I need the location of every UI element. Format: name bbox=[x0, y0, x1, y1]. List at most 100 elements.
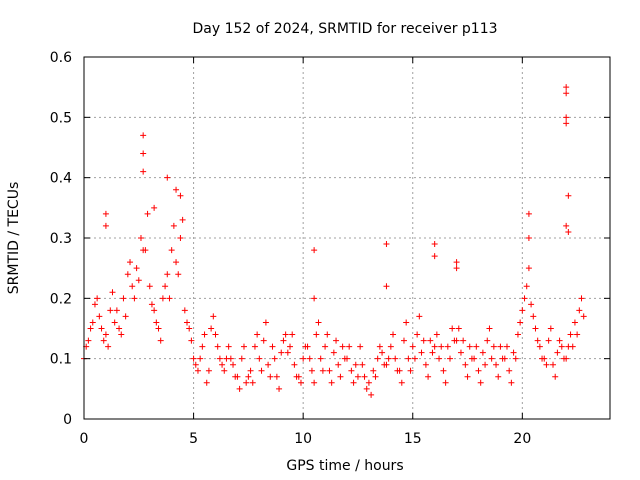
data-point bbox=[368, 391, 375, 398]
data-point bbox=[124, 271, 131, 278]
data-point bbox=[383, 241, 390, 248]
data-point bbox=[431, 241, 438, 248]
data-point bbox=[525, 210, 532, 217]
data-point bbox=[451, 337, 458, 344]
data-point bbox=[265, 361, 272, 368]
data-point bbox=[486, 325, 493, 332]
data-point bbox=[453, 265, 460, 272]
data-point bbox=[475, 367, 482, 374]
y-tick-label: 0.6 bbox=[50, 50, 72, 66]
data-point bbox=[495, 373, 502, 380]
data-point bbox=[291, 361, 298, 368]
data-point bbox=[563, 84, 570, 91]
data-point bbox=[425, 373, 432, 380]
data-point bbox=[414, 331, 421, 338]
data-point bbox=[157, 337, 164, 344]
data-point bbox=[337, 373, 344, 380]
data-point bbox=[523, 283, 530, 290]
data-point bbox=[560, 355, 567, 362]
data-point bbox=[251, 343, 258, 350]
data-point bbox=[503, 343, 510, 350]
data-point bbox=[354, 373, 361, 380]
data-point bbox=[260, 337, 267, 344]
data-point bbox=[313, 331, 320, 338]
data-point bbox=[289, 331, 296, 338]
data-point bbox=[363, 385, 370, 392]
data-point bbox=[116, 325, 123, 332]
data-point bbox=[302, 343, 309, 350]
data-point bbox=[100, 337, 107, 344]
data-point bbox=[247, 367, 254, 374]
data-point bbox=[98, 325, 105, 332]
data-point bbox=[236, 385, 243, 392]
data-point bbox=[140, 168, 147, 175]
x-axis-title: GPS time / hours bbox=[286, 458, 403, 474]
data-point bbox=[262, 319, 269, 326]
y-axis-title: SRMTID / TECUs bbox=[6, 182, 22, 295]
data-point bbox=[177, 235, 184, 241]
data-point bbox=[447, 355, 454, 362]
y-tick-label: 0.4 bbox=[50, 171, 72, 187]
data-point bbox=[284, 349, 291, 356]
data-point bbox=[208, 325, 215, 332]
data-point bbox=[197, 355, 204, 362]
y-tick-label: 0.1 bbox=[50, 352, 72, 368]
data-point bbox=[238, 355, 245, 362]
data-point bbox=[322, 343, 329, 350]
data-point bbox=[517, 319, 524, 326]
data-point bbox=[499, 355, 506, 362]
data-point bbox=[545, 337, 552, 344]
data-point bbox=[556, 337, 563, 344]
data-point bbox=[429, 349, 436, 356]
data-point bbox=[444, 343, 451, 350]
data-point bbox=[387, 343, 394, 350]
data-point bbox=[254, 331, 261, 338]
data-point bbox=[230, 361, 237, 368]
y-tick-label: 0 bbox=[63, 412, 72, 428]
data-point bbox=[350, 379, 357, 386]
data-point bbox=[455, 325, 462, 332]
data-point bbox=[190, 355, 197, 362]
data-point bbox=[159, 295, 166, 302]
data-point bbox=[280, 337, 287, 344]
data-point bbox=[276, 385, 283, 392]
data-point bbox=[473, 343, 480, 350]
data-point bbox=[348, 367, 355, 374]
data-point bbox=[405, 355, 412, 362]
data-point bbox=[201, 331, 208, 338]
data-point bbox=[319, 367, 326, 374]
data-point bbox=[164, 271, 171, 278]
data-point bbox=[146, 283, 153, 290]
data-point bbox=[477, 379, 484, 386]
data-point bbox=[352, 361, 359, 368]
data-point bbox=[155, 325, 162, 332]
data-point bbox=[173, 259, 180, 266]
data-point bbox=[249, 379, 256, 386]
x-tick-label: 15 bbox=[404, 431, 422, 447]
data-point bbox=[227, 355, 234, 362]
data-point bbox=[418, 349, 425, 356]
data-point bbox=[528, 301, 535, 308]
data-point bbox=[186, 325, 193, 332]
chart-title: Day 152 of 2024, SRMTID for receiver p11… bbox=[192, 21, 497, 37]
data-point bbox=[530, 313, 537, 320]
data-point bbox=[300, 355, 307, 362]
data-point bbox=[311, 379, 318, 386]
data-point bbox=[539, 355, 546, 362]
data-point bbox=[177, 192, 184, 199]
data-point bbox=[315, 319, 322, 326]
data-point bbox=[558, 343, 565, 350]
data-point bbox=[335, 361, 342, 368]
data-point bbox=[243, 379, 250, 386]
data-point bbox=[326, 367, 333, 374]
data-point bbox=[282, 331, 289, 338]
data-point bbox=[91, 301, 98, 308]
data-point bbox=[89, 319, 96, 326]
data-point bbox=[565, 228, 572, 235]
data-point bbox=[466, 343, 473, 350]
data-point bbox=[166, 295, 173, 302]
data-point bbox=[547, 325, 554, 332]
data-point bbox=[127, 259, 134, 266]
data-point bbox=[567, 331, 574, 338]
